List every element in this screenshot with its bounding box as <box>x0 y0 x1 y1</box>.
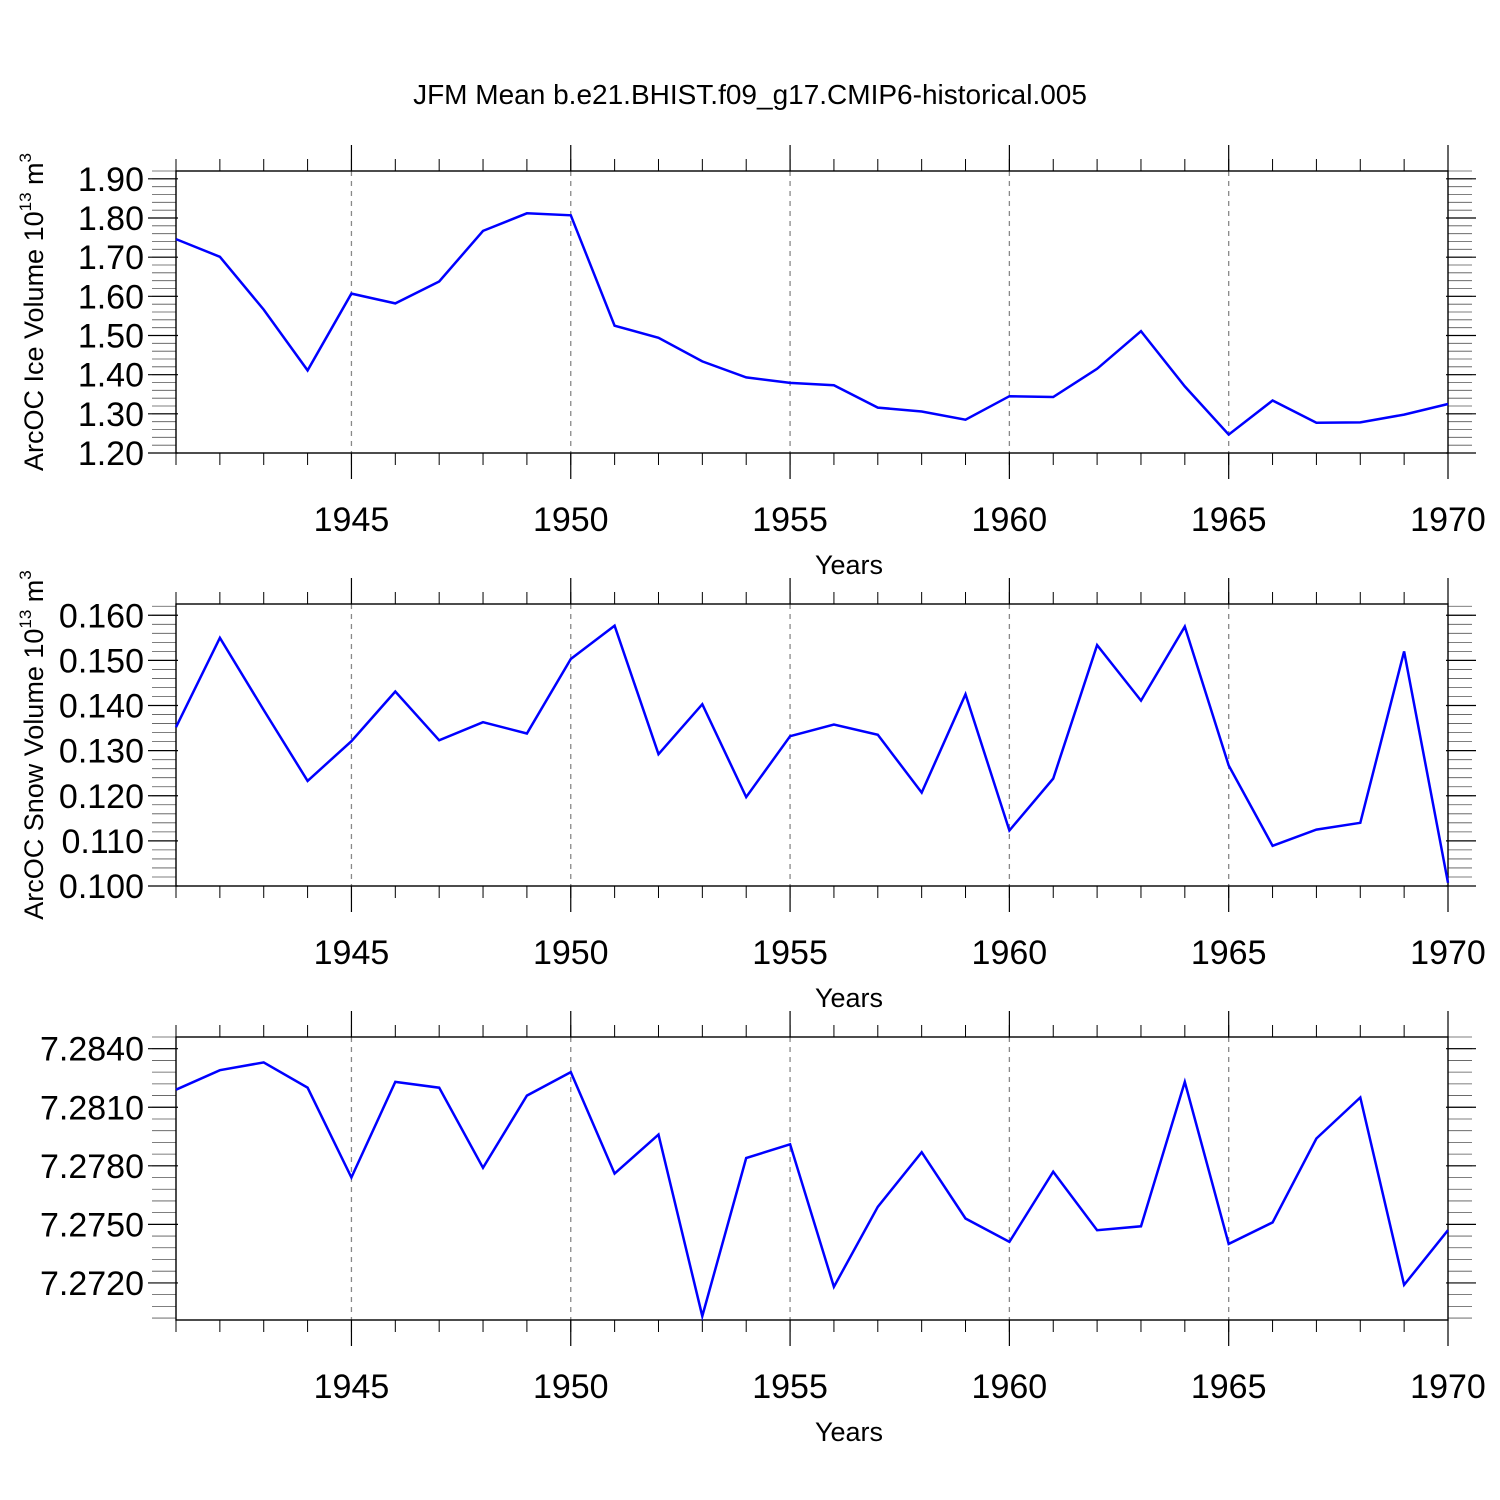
y-tick-label: 0.160 <box>59 597 144 635</box>
x-tick-label: 1960 <box>972 501 1048 539</box>
y-tick-label: 7.2720 <box>40 1265 144 1303</box>
y-tick-label: 0.110 <box>61 823 144 861</box>
y-axis-label: ArcOC Snow Volume 1013 m3 <box>16 570 49 920</box>
y-tick-label: 1.70 <box>78 239 144 277</box>
x-tick-label: 1950 <box>533 501 609 539</box>
x-tick-label: 1960 <box>972 934 1048 972</box>
x-tick-label: 1955 <box>752 501 828 539</box>
y-tick-label: 1.50 <box>78 318 144 356</box>
x-axis-label: Years <box>815 1417 883 1447</box>
y-tick-label: 0.140 <box>59 688 144 726</box>
x-axis-label: Years <box>815 983 883 1013</box>
y-tick-label: 1.90 <box>78 161 144 199</box>
x-tick-label: 1960 <box>972 1368 1048 1406</box>
y-tick-label: 1.20 <box>78 435 144 473</box>
y-tick-label: 1.30 <box>78 396 144 434</box>
plot-frame <box>175 1036 1449 1321</box>
x-tick-label: 1955 <box>752 1368 828 1406</box>
y-tick-label: 0.150 <box>59 642 144 680</box>
series-line <box>175 212 1449 437</box>
y-tick-label: 7.2840 <box>40 1031 144 1069</box>
x-tick-label: 1970 <box>1410 501 1486 539</box>
series-line <box>175 1061 1449 1322</box>
plot-frame <box>175 603 1449 887</box>
y-tick-label: 7.2750 <box>40 1206 144 1244</box>
x-tick-label: 1950 <box>533 1368 609 1406</box>
x-tick-label: 1970 <box>1410 934 1486 972</box>
x-tick-label: 1945 <box>314 934 390 972</box>
x-tick-label: 1955 <box>752 934 828 972</box>
y-tick-label: 1.60 <box>78 278 144 316</box>
x-tick-label: 1965 <box>1191 1368 1267 1406</box>
x-tick-label: 1945 <box>314 1368 390 1406</box>
chart-title: JFM Mean b.e21.BHIST.f09_g17.CMIP6-histo… <box>413 79 1087 110</box>
y-tick-label: 1.40 <box>78 357 144 395</box>
x-tick-label: 1945 <box>314 501 390 539</box>
y-tick-label: 0.120 <box>59 778 144 816</box>
y-axis-label: ArcOC Ice Volume 1013 m3 <box>16 153 49 471</box>
x-tick-label: 1950 <box>533 934 609 972</box>
y-tick-label: 0.130 <box>59 733 144 771</box>
x-tick-label: 1970 <box>1410 1368 1486 1406</box>
y-tick-label: 7.2780 <box>40 1148 144 1186</box>
y-tick-label: 7.2810 <box>40 1089 144 1127</box>
series-line <box>174 623 1450 884</box>
x-tick-label: 1965 <box>1191 501 1267 539</box>
y-tick-label: 0.100 <box>59 868 144 906</box>
plot-frame <box>175 170 1449 454</box>
x-tick-label: 1965 <box>1191 934 1267 972</box>
x-axis-label: Years <box>815 550 883 580</box>
y-tick-label: 1.80 <box>78 200 144 238</box>
